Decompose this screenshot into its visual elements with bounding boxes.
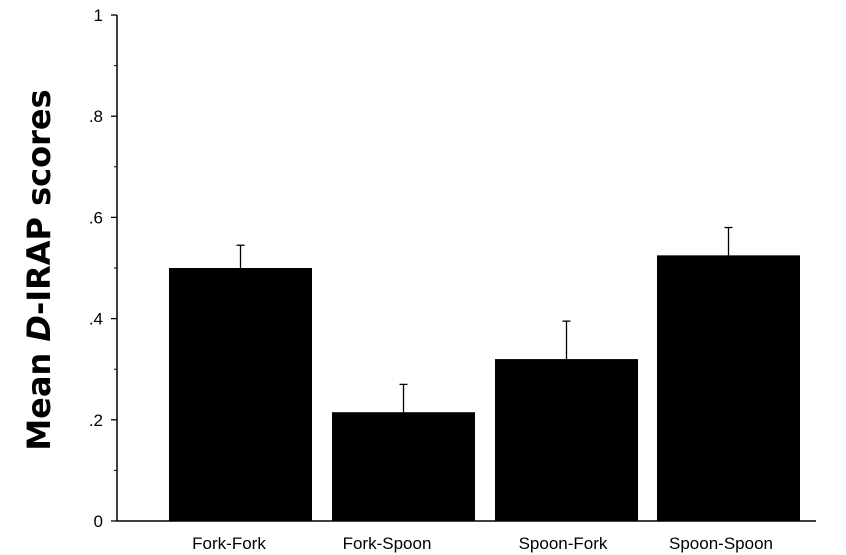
y-axis-title-suffix: -IRAP scores [20, 89, 58, 315]
x-category-label: Spoon-Fork [519, 534, 608, 553]
y-tick-label: .6 [89, 208, 103, 227]
bar [657, 255, 800, 521]
x-category-label: Fork-Fork [192, 534, 266, 553]
y-tick-label: .4 [89, 310, 103, 329]
y-tick-label: .2 [89, 411, 103, 430]
y-axis-title: Mean D-IRAP scores [20, 89, 58, 450]
y-axis-title-italic: D [20, 315, 58, 342]
x-category-label: Spoon-Spoon [669, 534, 773, 553]
x-category-labels: Fork-Fork Fork-Spoon Spoon-Fork Spoon-Spoon [192, 534, 773, 553]
x-category-label: Fork-Spoon [343, 534, 432, 553]
y-axis-title-prefix: Mean [20, 342, 58, 451]
bar [332, 412, 475, 521]
bars [169, 255, 800, 521]
bar [169, 268, 312, 521]
y-tick-label: 1 [94, 6, 103, 25]
bar [495, 359, 638, 521]
y-tick-label: .8 [89, 107, 103, 126]
y-ticks: 0 .2 .4 .6 .8 1 [89, 6, 117, 531]
error-bars [236, 226, 733, 413]
y-tick-label: 0 [94, 512, 103, 531]
